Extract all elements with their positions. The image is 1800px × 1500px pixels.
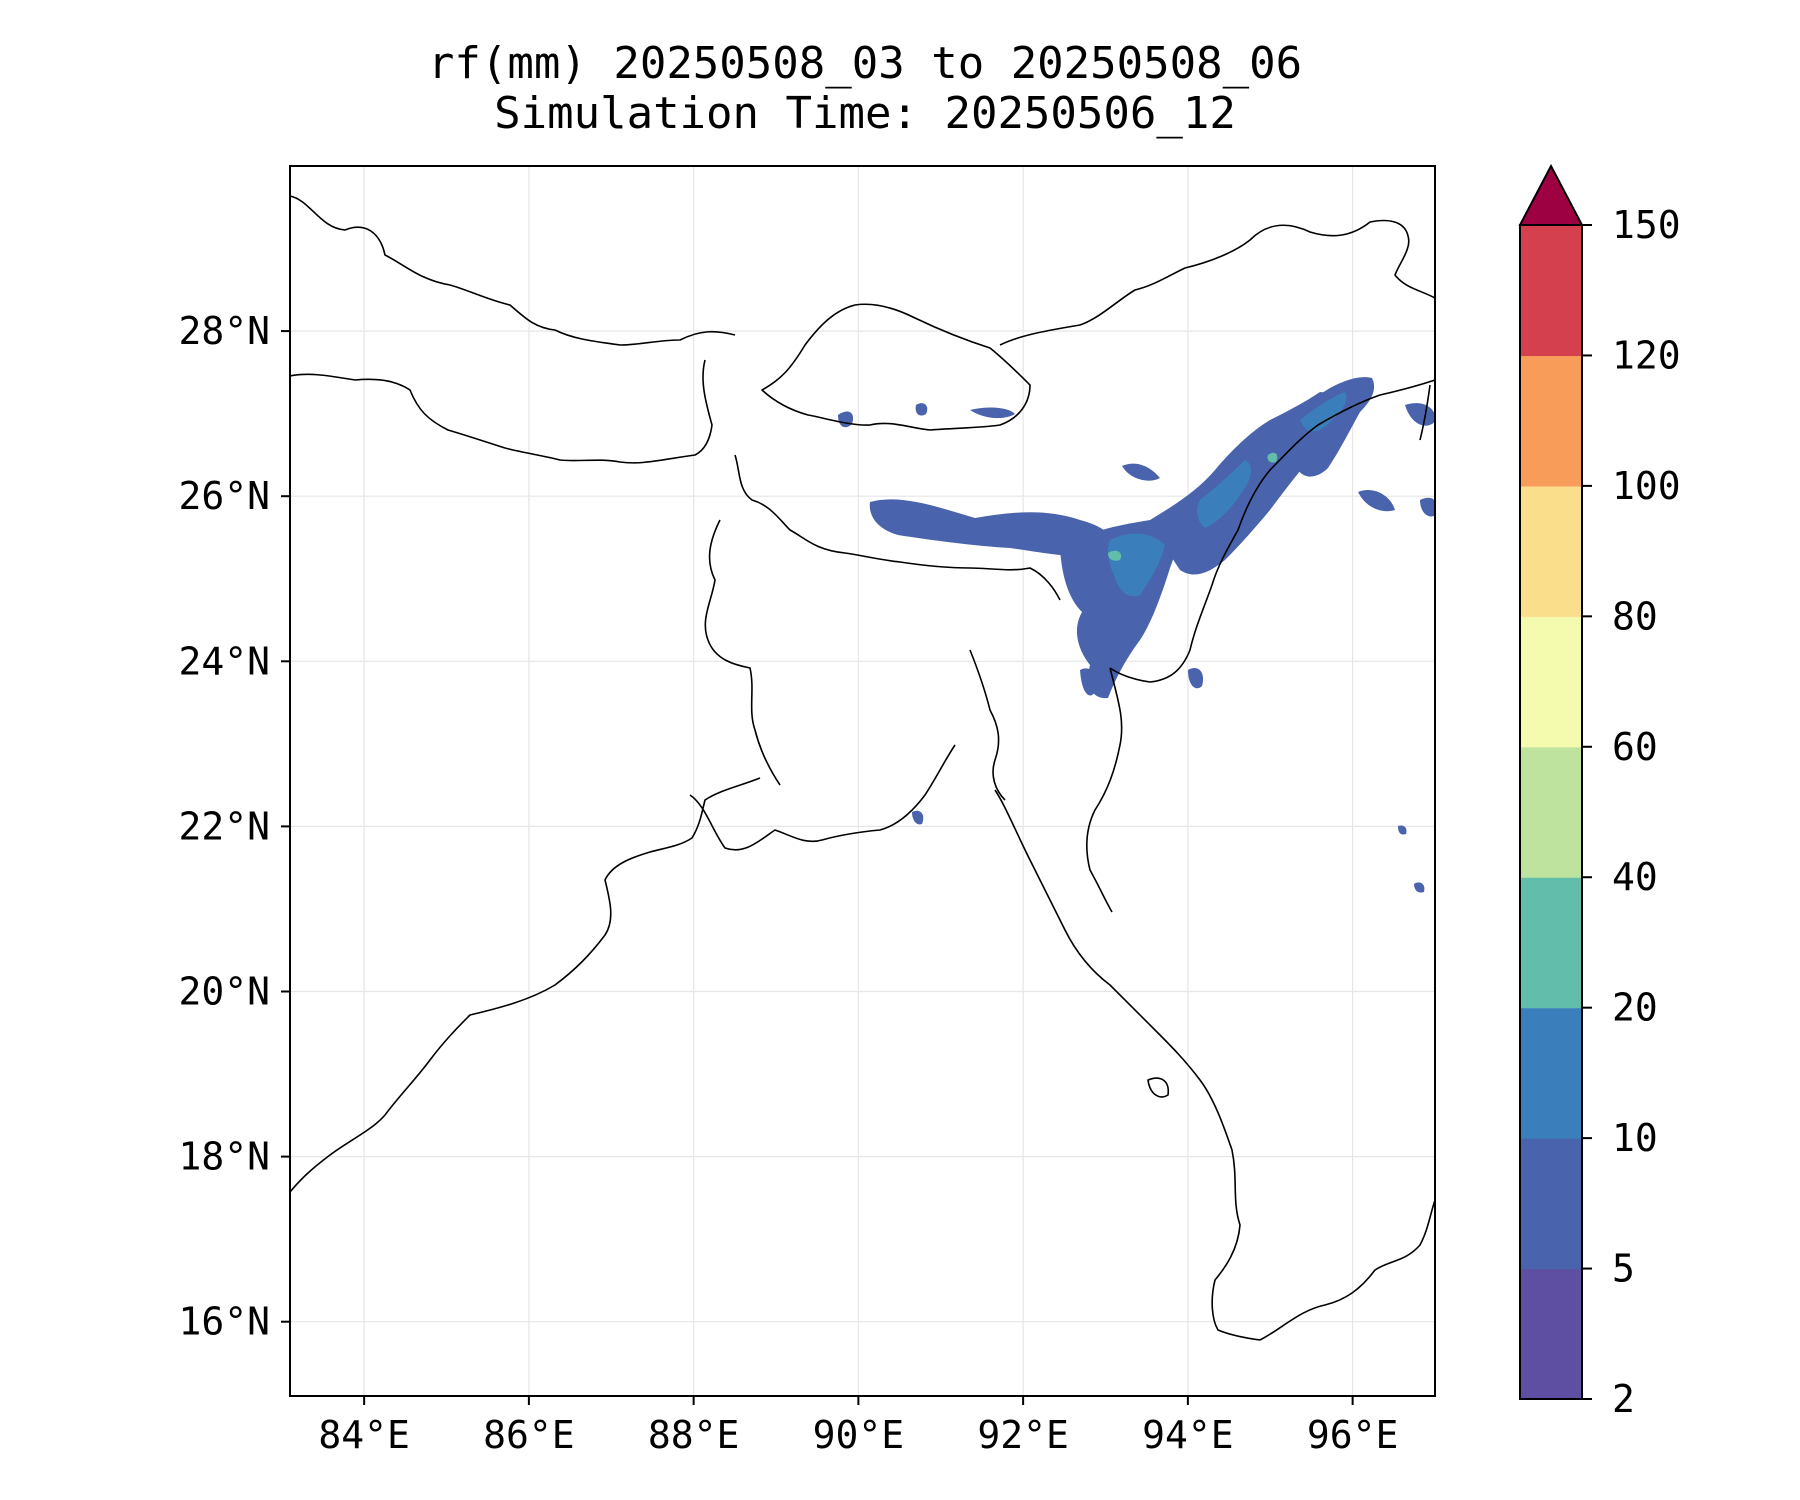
y-tick-label: 26°N	[178, 474, 270, 518]
coastline-srilanka-island	[1147, 1077, 1170, 1098]
colorbar-segment	[1520, 616, 1582, 748]
y-axis: 16°N 18°N 20°N 22°N 24°N 26°N 28°N	[178, 309, 290, 1344]
x-tick-label: 88°E	[648, 1413, 740, 1457]
colorbar-tick-label: 80	[1612, 594, 1658, 638]
rain-area-bhutan-south-2	[915, 403, 928, 416]
x-axis: 84°E 86°E 88°E 90°E 92°E 94°E 96°E	[318, 1396, 1398, 1457]
colorbar-segment	[1520, 1268, 1582, 1400]
y-tick-label: 20°N	[178, 970, 270, 1014]
border-myanmar-thailand	[1419, 384, 1431, 441]
border-nepal	[290, 195, 736, 346]
colorbar-segment	[1520, 1138, 1582, 1270]
rain-area-far-east-3	[1420, 497, 1435, 517]
x-tick-label: 86°E	[483, 1413, 575, 1457]
coastline-bengal-delta	[689, 744, 956, 851]
y-tick-label: 28°N	[178, 309, 270, 353]
border-tripura	[969, 649, 1006, 801]
colorbar: 2 5 10 20 40 60 80 100 120 150	[1518, 163, 1681, 1421]
colorbar-tick-label: 2	[1612, 1377, 1635, 1421]
rain-area-myanmar-small	[1398, 825, 1407, 835]
rain-area-bhutan-south-3	[970, 407, 1015, 419]
rain-area-far-east-2	[1358, 490, 1395, 512]
colorbar-segment	[1520, 877, 1582, 1009]
coastline-myanmar-south	[1259, 1199, 1435, 1341]
map-frame	[289, 165, 1436, 1397]
border-bangladesh	[734, 454, 1061, 601]
gridlines	[290, 166, 1435, 1396]
colorbar-segment	[1520, 355, 1582, 487]
rain-area-meghalaya-assam	[869, 499, 1113, 558]
colorbar-frame	[1519, 224, 1583, 1400]
colorbar-extend-arrow	[1518, 163, 1584, 226]
rain-area-chittagong	[912, 810, 924, 825]
border-bangladesh-west	[704, 519, 781, 786]
rain-area-manipur-east	[1188, 667, 1204, 689]
border-india-east	[1109, 379, 1435, 683]
rain-area-myanmar-small-2	[1414, 882, 1425, 893]
rain-area-mizoram	[1080, 668, 1097, 696]
y-tick-label: 18°N	[178, 1135, 270, 1179]
map-title-line1: rf(mm) 20250508_03 to 20250508_06	[427, 38, 1303, 89]
colorbar-segment	[1520, 485, 1582, 617]
rain-area-heavy-core-3	[1300, 392, 1347, 432]
rain-area-heavy-core-2	[1197, 460, 1252, 528]
colorbar-tick-label: 120	[1612, 333, 1681, 377]
colorbar-segment	[1520, 225, 1582, 357]
y-tick-label: 16°N	[178, 1300, 270, 1344]
rain-area-peak-2	[1267, 452, 1278, 463]
coastline-myanmar	[994, 789, 1261, 1341]
colorbar-segment	[1520, 1007, 1582, 1139]
colorbar-tick-label: 20	[1612, 986, 1658, 1030]
rain-area-peak-1	[1108, 550, 1122, 561]
y-tick-label: 24°N	[178, 639, 270, 683]
rain-area-far-east	[1405, 403, 1435, 426]
border-nepal-south	[290, 359, 713, 464]
border-myanmar-north	[1085, 667, 1123, 913]
rain-area-bhutan-south	[838, 411, 854, 428]
map-title-line2: Simulation Time: 20250506_12	[494, 88, 1236, 139]
x-tick-label: 94°E	[1142, 1413, 1234, 1457]
colorbar-tick-label: 40	[1612, 855, 1658, 899]
colorbar-tick-label: 60	[1612, 725, 1658, 769]
x-tick-label: 84°E	[318, 1413, 410, 1457]
colorbar-tick-label: 150	[1612, 203, 1681, 247]
x-tick-label: 92°E	[977, 1413, 1069, 1457]
x-tick-label: 96°E	[1307, 1413, 1399, 1457]
rain-area-heavy-core-1	[1107, 533, 1165, 597]
rainfall-contours	[838, 377, 1435, 893]
colorbar-tick-label: 100	[1612, 464, 1681, 508]
colorbar-tick-label: 5	[1612, 1247, 1635, 1291]
rain-area-shillong	[1122, 463, 1160, 481]
x-tick-label: 90°E	[813, 1413, 905, 1457]
coastline-india-east	[290, 777, 761, 1193]
colorbar-tick-label: 10	[1612, 1116, 1658, 1160]
border-china-north	[999, 219, 1435, 346]
coastlines-and-borders	[290, 195, 1435, 1341]
y-tick-label: 22°N	[178, 804, 270, 848]
border-bhutan	[761, 303, 1031, 431]
colorbar-segment	[1520, 746, 1582, 878]
